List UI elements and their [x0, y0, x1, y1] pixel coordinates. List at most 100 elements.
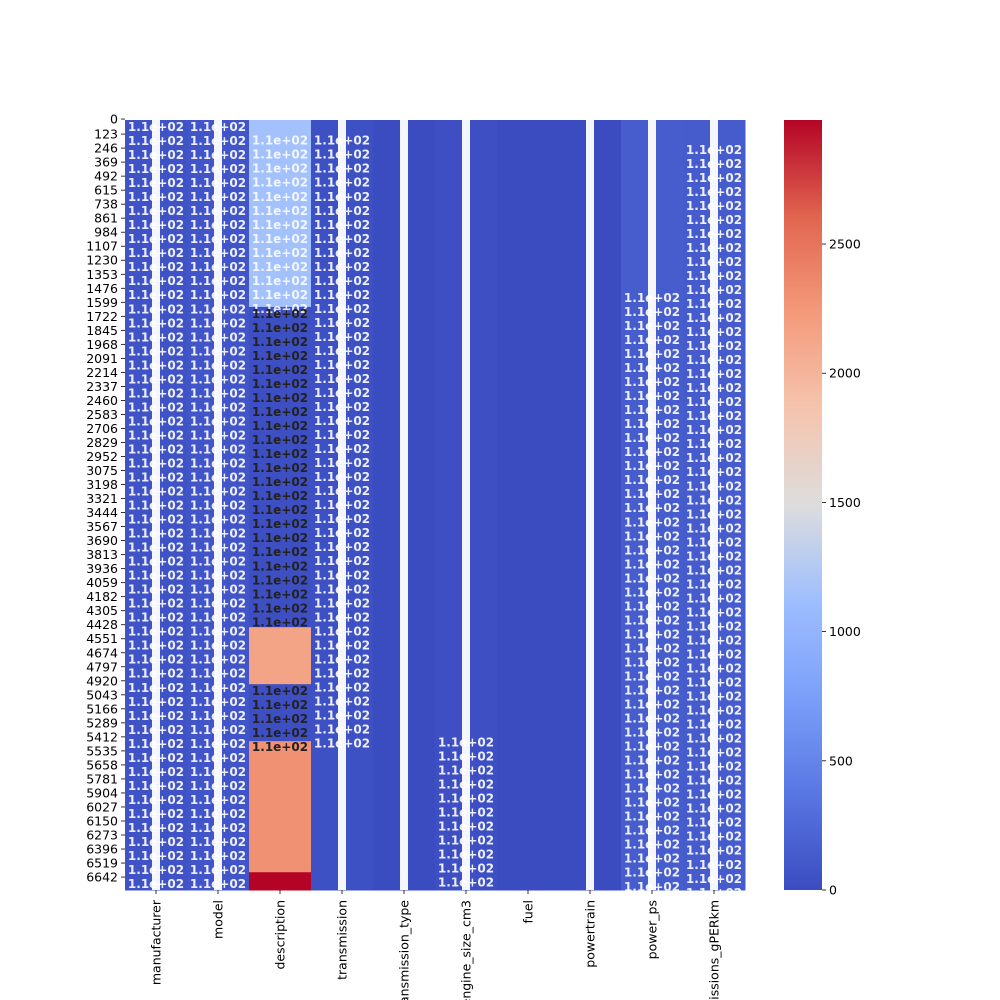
x-tick-label-manufacturer: manufacturer	[149, 899, 164, 985]
cell-annotation-143: 1.1e+02	[252, 587, 308, 601]
colorbar-tick-label-3: 1500	[829, 495, 861, 510]
cell-annotation-148: 1.1e+02	[252, 712, 308, 726]
cell-annotation-140: 1.1e+02	[252, 545, 308, 559]
y-tick-label-25: 3075	[86, 463, 118, 478]
y-tick-label-20: 2460	[86, 393, 118, 408]
y-tick-label-27: 3321	[86, 491, 118, 506]
y-tick-label-7: 861	[94, 211, 118, 226]
y-tick-label-39: 4797	[86, 659, 118, 674]
annotation-stroke-1	[214, 120, 222, 890]
colorbar-tick-label-4: 2000	[829, 366, 861, 381]
annotation-stroke-7	[710, 120, 718, 890]
y-tick-label-4: 492	[94, 169, 118, 184]
cell-annotation-123: 1.1e+02	[252, 307, 308, 321]
cell-annotation-132: 1.1e+02	[252, 433, 308, 447]
y-tick-label-36: 4428	[86, 617, 118, 632]
y-tick-label-47: 5781	[86, 771, 118, 786]
heatmap-cell-fuel-0	[497, 120, 560, 891]
y-tick-label-46: 5658	[86, 757, 118, 772]
x-tick-label-powertrain: powertrain	[583, 900, 598, 968]
cell-annotation-142: 1.1e+02	[252, 573, 308, 587]
y-tick-label-49: 6027	[86, 799, 118, 814]
y-tick-label-17: 2091	[86, 351, 118, 366]
y-tick-label-26: 3198	[86, 477, 118, 492]
annotation-stroke-4	[462, 120, 470, 890]
y-tick-label-30: 3690	[86, 533, 118, 548]
annotation-stroke-0	[152, 120, 160, 890]
y-tick-label-3: 369	[94, 155, 118, 170]
y-tick-label-29: 3567	[86, 519, 118, 534]
y-tick-label-6: 738	[94, 197, 118, 212]
y-tick-label-2: 246	[94, 141, 118, 156]
y-tick-label-15: 1845	[86, 323, 118, 338]
cell-annotation-120: 1.1e+02	[252, 274, 308, 288]
y-tick-label-37: 4551	[86, 631, 118, 646]
heatmap-cell-description-2	[249, 627, 312, 685]
x-tick-label-fuel: fuel	[521, 900, 536, 924]
y-tick-label-45: 5535	[86, 743, 118, 758]
cell-annotation-117: 1.1e+02	[252, 232, 308, 246]
colorbar-tick-label-5: 2500	[829, 237, 861, 252]
y-tick-label-40: 4920	[86, 673, 118, 688]
y-tick-label-24: 2952	[86, 449, 118, 464]
cell-annotation-149: 1.1e+02	[252, 726, 308, 740]
y-tick-label-21: 2583	[86, 407, 118, 422]
cell-annotation-114: 1.1e+02	[252, 190, 308, 204]
cell-annotation-147: 1.1e+02	[252, 698, 308, 712]
x-tick-label-power_ps: power_ps	[645, 900, 660, 959]
y-tick-label-5: 615	[94, 183, 118, 198]
colorbar-tick-label-1: 500	[829, 753, 853, 768]
heatmap-cell-description-0	[249, 120, 312, 308]
x-tick-label-transmission: transmission	[335, 900, 350, 980]
cell-annotation-124: 1.1e+02	[252, 321, 308, 335]
cell-annotation-133: 1.1e+02	[252, 447, 308, 461]
y-tick-label-18: 2214	[86, 365, 118, 380]
y-tick-label-1: 123	[94, 127, 118, 142]
y-tick-label-0: 0	[110, 112, 118, 127]
y-tick-label-19: 2337	[86, 379, 118, 394]
y-tick-label-28: 3444	[86, 505, 118, 520]
x-tick-label-co2_emissions_gPERkm: co2_emissions_gPERkm	[707, 900, 722, 1000]
y-tick-label-51: 6273	[86, 828, 118, 843]
cell-annotation-116: 1.1e+02	[252, 218, 308, 232]
cell-annotation-127: 1.1e+02	[252, 363, 308, 377]
y-tick-label-13: 1599	[86, 295, 118, 310]
cell-annotation-113: 1.1e+02	[252, 176, 308, 190]
y-tick-label-33: 4059	[86, 575, 118, 590]
cell-annotation-130: 1.1e+02	[252, 405, 308, 419]
cell-annotation-121: 1.1e+02	[252, 288, 308, 302]
cell-annotation-119: 1.1e+02	[252, 260, 308, 274]
colorbar-gradient	[784, 120, 822, 890]
y-tick-label-9: 1107	[86, 239, 118, 254]
cell-annotation-135: 1.1e+02	[252, 475, 308, 489]
y-tick-label-42: 5166	[86, 701, 118, 716]
y-tick-label-54: 6642	[86, 870, 118, 885]
cell-annotation-122: 1.1e+02	[252, 302, 308, 316]
cell-annotation-131: 1.1e+02	[252, 419, 308, 433]
cell-annotation-129: 1.1e+02	[252, 391, 308, 405]
y-tick-label-14: 1722	[86, 309, 118, 324]
cell-annotation-118: 1.1e+02	[252, 246, 308, 260]
y-tick-label-34: 4182	[86, 589, 118, 604]
x-axis: manufacturer model description transmission…	[149, 890, 722, 1000]
cell-annotation-150: 1.1e+02	[252, 740, 308, 754]
cell-annotation-136: 1.1e+02	[252, 489, 308, 503]
y-tick-label-38: 4674	[86, 645, 118, 660]
y-axis: 0123246369492615738861984110712301353147…	[86, 112, 125, 885]
y-tick-label-35: 4305	[86, 603, 118, 618]
annotation-stroke-2	[338, 120, 346, 890]
y-tick-label-44: 5412	[86, 729, 118, 744]
y-tick-label-48: 5904	[86, 785, 118, 800]
x-tick-label-model: model	[211, 900, 226, 939]
y-tick-label-10: 1230	[86, 253, 118, 268]
cell-annotation-115: 1.1e+02	[252, 204, 308, 218]
y-tick-label-53: 6519	[86, 856, 118, 871]
y-tick-label-31: 3813	[86, 547, 118, 562]
y-tick-label-43: 5289	[86, 715, 118, 730]
cell-annotation-128: 1.1e+02	[252, 377, 308, 391]
y-tick-label-23: 2829	[86, 435, 118, 450]
y-tick-label-8: 984	[94, 225, 118, 240]
cell-annotation-146: 1.1e+02	[252, 684, 308, 698]
cell-annotation-206: 1.1e+02	[438, 890, 494, 904]
